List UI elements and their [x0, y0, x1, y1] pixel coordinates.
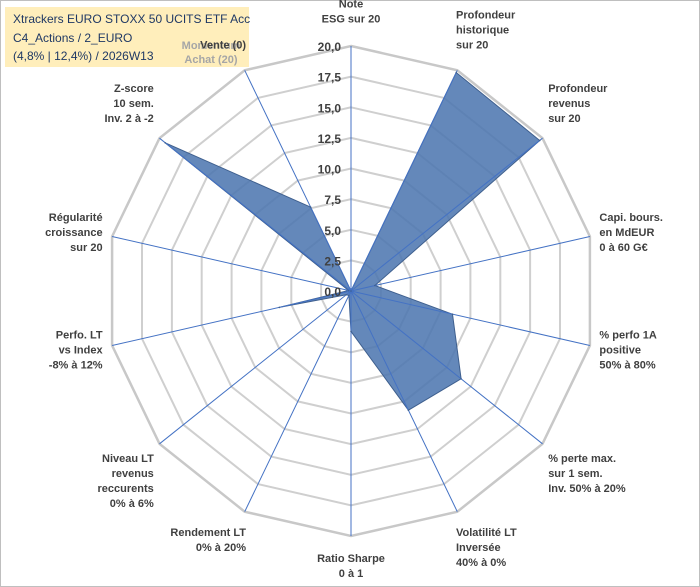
spoke-5 [350, 290, 543, 445]
data-point-8 [348, 294, 350, 297]
data-point-7 [350, 330, 352, 333]
title-line-2: C4_Actions / 2_EURO [13, 31, 133, 45]
tick-label: 5,0 [324, 224, 341, 238]
spoke-2 [350, 137, 543, 292]
spoke-1 [350, 70, 458, 292]
category-label-5: % perte max. sur 1 sem. Inv. 50% à 20% [548, 453, 626, 495]
category-label-6: Volatilité LT Inversée 40% à 0% [456, 527, 517, 569]
legend-line-2: Achat (20) [184, 54, 238, 66]
category-label-1: Profondeur historique sur 20 [456, 10, 516, 52]
category-label-2: Profondeur revenus sur 20 [548, 83, 608, 125]
legend-line-1: Momentum [181, 40, 241, 52]
spoke-4 [350, 290, 591, 346]
category-label-8: Rendement LT 0% à 20% [170, 527, 246, 554]
spoke-9 [159, 290, 352, 445]
tick-label: 7,5 [324, 193, 341, 207]
category-label-13: Vente (0) [200, 40, 246, 52]
spoke-10 [111, 290, 352, 346]
chart-title: Xtrackers EURO STOXX 50 UCITS ETF Acc C4… [5, 7, 251, 67]
data-point-4 [451, 313, 454, 316]
spoke-8 [244, 290, 352, 512]
category-label-7: Ratio Sharpe 0 à 1 [317, 553, 385, 580]
category-label-10: Perfo. LT vs Index -8% à 12% [49, 330, 104, 372]
spoke-3 [350, 236, 591, 292]
data-point-2 [538, 139, 541, 142]
data-point-0 [350, 290, 352, 292]
data-point-3 [374, 284, 376, 287]
tick-label: 10,0 [318, 163, 342, 177]
category-label-0: Note ESG sur 20 [322, 0, 381, 25]
spoke-12 [159, 137, 352, 292]
spoke-13 [244, 70, 352, 292]
tick-label: 20,0 [318, 40, 342, 54]
data-point-11 [347, 289, 350, 292]
data-point-1 [455, 71, 458, 74]
tick-label: 12,5 [318, 132, 342, 146]
category-label-3: Capi. bours. en MdEUR 0 à 60 G€ [599, 212, 663, 254]
tick-label: 2,5 [324, 254, 341, 268]
category-label-12: Z-score 10 sem. Inv. 2 à -2 [104, 83, 153, 125]
category-label-9: Niveau LT revenus reccurents 0% à 6% [98, 453, 155, 510]
title-line-3: (4,8% | 12,4%) / 2026W13 [13, 49, 154, 63]
tick-label: 0,0 [324, 285, 341, 299]
data-point-6 [407, 409, 410, 412]
data-point-10 [278, 306, 281, 309]
title-line-1: Xtrackers EURO STOXX 50 UCITS ETF Acc [13, 12, 251, 26]
category-label-4: % perfo 1A positive 50% à 80% [599, 330, 657, 372]
tick-label: 15,0 [318, 101, 342, 115]
category-label-11: Régularité croissance sur 20 [45, 212, 102, 254]
tick-label: 17,5 [318, 71, 342, 85]
data-point-5 [460, 378, 462, 380]
data-point-13 [309, 206, 312, 208]
spoke-11 [111, 236, 352, 292]
spoke-6 [350, 290, 458, 512]
data-point-9 [345, 294, 348, 296]
legend: Momentum Achat (20) [171, 39, 251, 67]
data-point-12 [164, 142, 166, 144]
